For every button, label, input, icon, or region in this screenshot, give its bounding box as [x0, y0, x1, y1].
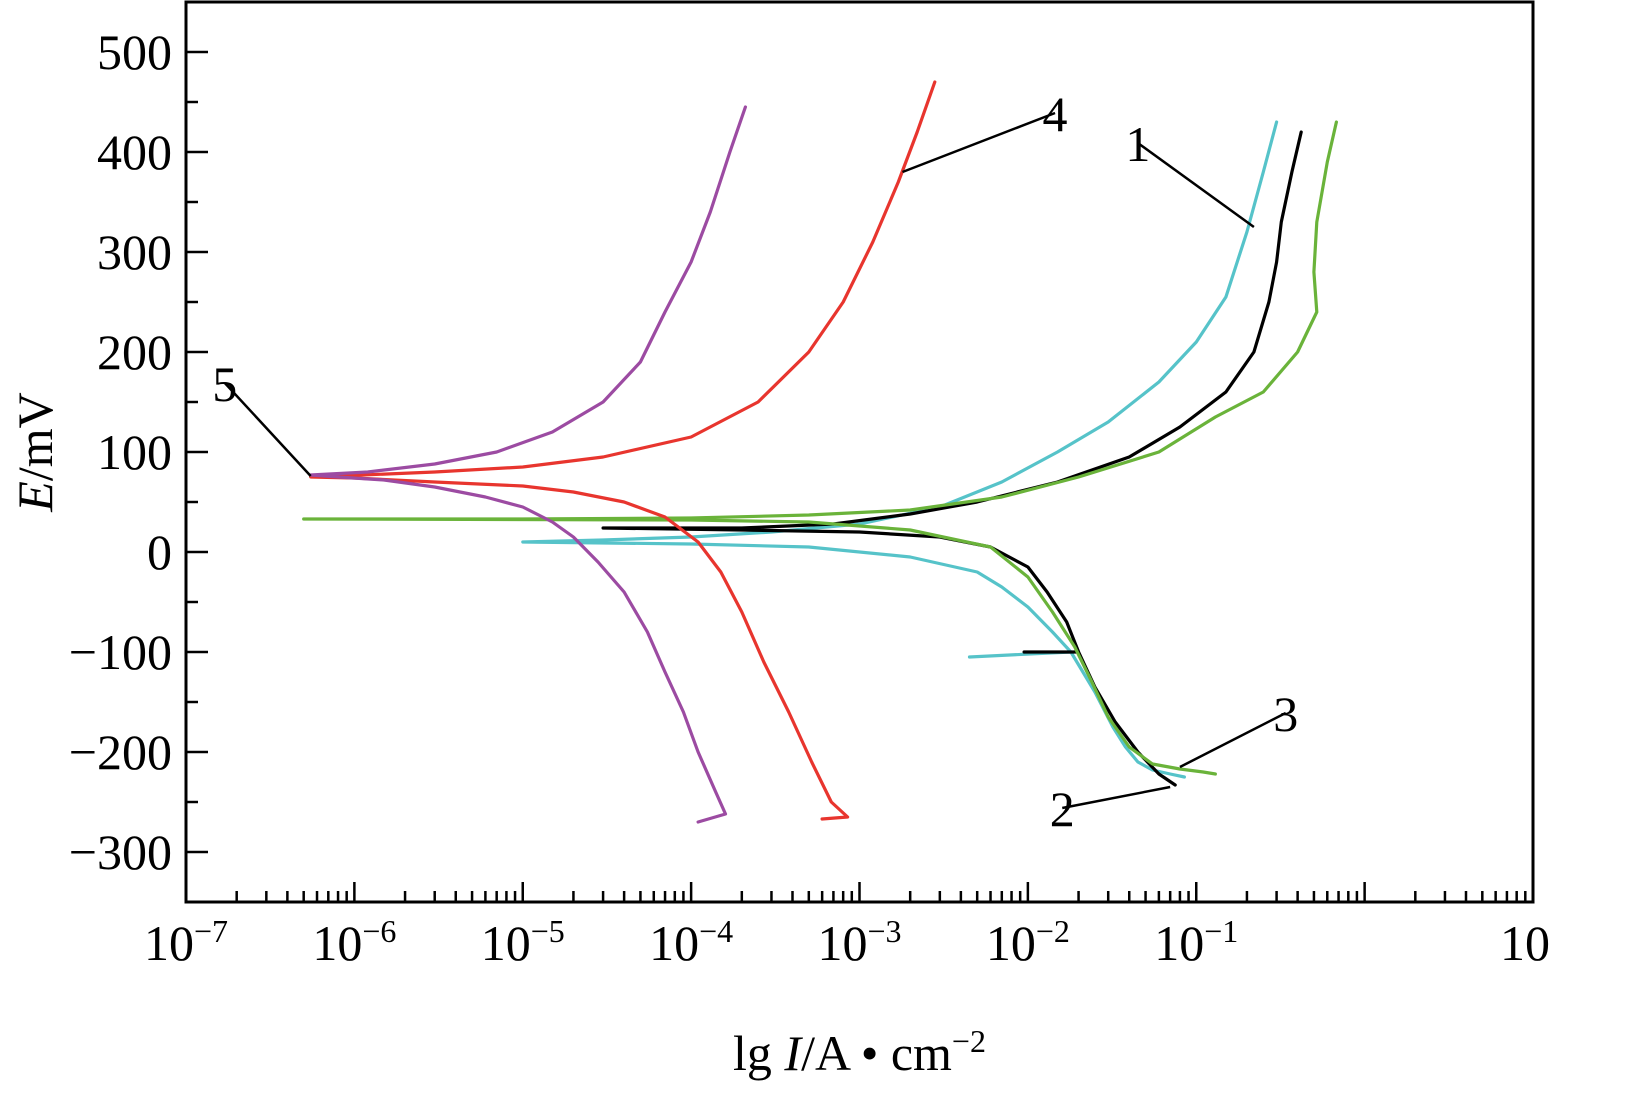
x-tick-base: 10 — [312, 915, 362, 971]
annotation-leader-2 — [1062, 785, 1171, 810]
y-tick-label: 200 — [97, 324, 172, 380]
x-tick-exponent: −1 — [1204, 913, 1238, 949]
curves — [302, 80, 1338, 824]
x-axis-title: lg I/A • cm−2 — [733, 1023, 986, 1081]
x-tick-exponent: −6 — [362, 913, 396, 949]
x-tick-base: 10 — [649, 915, 699, 971]
x-tick-exponent: −3 — [867, 913, 901, 949]
x-axis-title-prefix: lg — [733, 1025, 784, 1081]
curve-5 — [309, 105, 747, 824]
y-tick-label: 100 — [97, 424, 172, 480]
annotation-leader-3 — [1179, 711, 1287, 769]
x-tick-exponent: −2 — [1036, 913, 1070, 949]
x-tick-exponent: −4 — [699, 913, 733, 949]
curve-label-3: 3 — [1273, 686, 1298, 742]
x-tick-exponent: −7 — [194, 913, 228, 949]
y-tick-label: −100 — [69, 624, 172, 680]
x-tick-label: 10−7 — [144, 913, 228, 971]
x-tick-base: 10 — [1154, 915, 1204, 971]
x-tick-exponent: −5 — [531, 913, 565, 949]
y-tick-label: 500 — [97, 24, 172, 80]
y-tick-label: −300 — [69, 824, 172, 880]
annotation-leader-5 — [223, 382, 312, 477]
x-axis-title-unit: /A • cm — [801, 1025, 952, 1081]
curve-label-4: 4 — [1043, 86, 1068, 142]
axis-ticks — [184, 50, 1535, 902]
annotation-leader-4 — [902, 111, 1056, 174]
x-tick-base: 10 — [986, 915, 1036, 971]
curve-label-5: 5 — [212, 356, 237, 412]
x-tick-base: 10 — [481, 915, 531, 971]
x-axis-title-var: I — [783, 1025, 803, 1081]
y-axis-title: E/mV — [7, 392, 63, 512]
x-tick-label: 10−4 — [649, 913, 733, 971]
curve-annotations: 1 2 3 4 5 — [212, 86, 1298, 837]
curve-2 — [601, 130, 1303, 787]
x-tick-label: 10−2 — [986, 913, 1070, 971]
x-tick-label: 10−6 — [312, 913, 396, 971]
x-tick-base: 10 — [144, 915, 194, 971]
y-tick-label: 300 — [97, 224, 172, 280]
x-tick-label: 10 — [1500, 915, 1550, 971]
y-axis-title-unit: /mV — [7, 392, 63, 481]
x-tick-base: 10 — [817, 915, 867, 971]
curve-4 — [309, 80, 937, 821]
y-tick-label: 0 — [147, 524, 172, 580]
y-axis-title-var: E — [7, 481, 63, 513]
x-axis-title-sup: −2 — [952, 1023, 986, 1059]
curve-label-1: 1 — [1125, 116, 1150, 172]
y-tick-label: 400 — [97, 124, 172, 180]
x-tick-label: 10−5 — [481, 913, 565, 971]
y-tick-label: −200 — [69, 724, 172, 780]
x-tick-label: 10−1 — [1154, 913, 1238, 971]
x-tick-label: 10−3 — [817, 913, 901, 971]
curve-label-2: 2 — [1050, 781, 1075, 837]
plot-frame — [184, 0, 1535, 904]
annotation-leader-1 — [1137, 141, 1255, 229]
x-tick-base: 10 — [1500, 915, 1550, 971]
curve-3 — [302, 120, 1338, 776]
